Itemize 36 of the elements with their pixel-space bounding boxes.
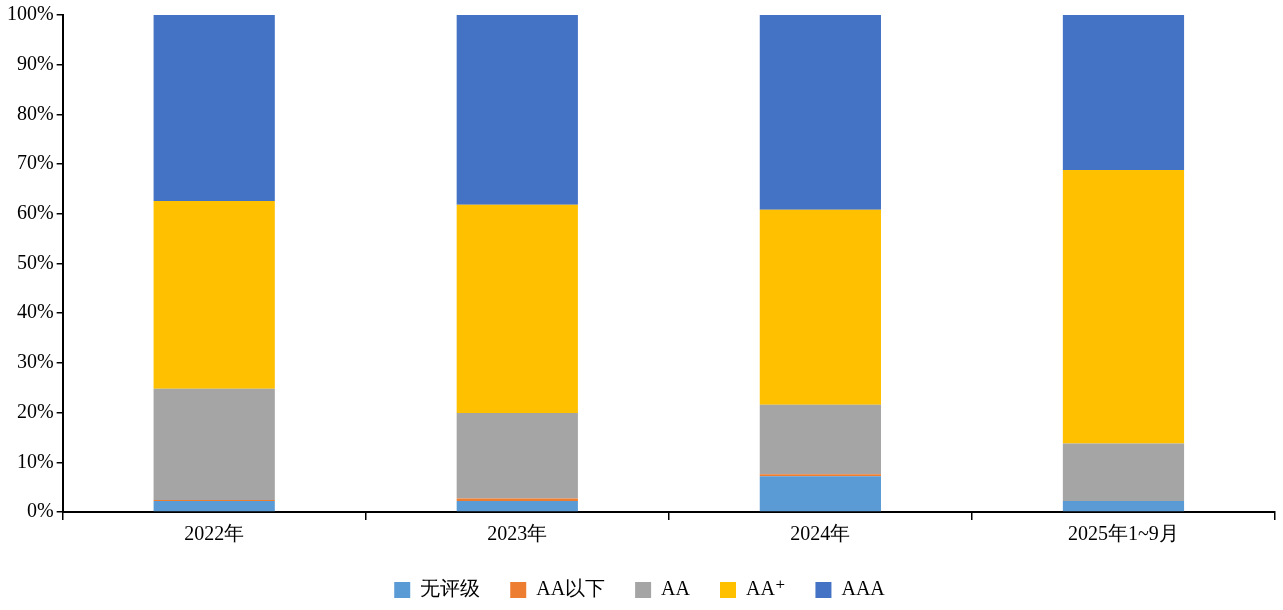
x-tick-label: 2023年 [487, 522, 548, 545]
x-tick-label: 2022年 [184, 522, 245, 545]
legend-label: 无评级 [420, 577, 481, 600]
bar [153, 501, 275, 512]
bar [1062, 443, 1185, 502]
legend-label: AA [661, 577, 691, 600]
bar [153, 388, 275, 501]
y-tick-label: 10% [16, 449, 54, 472]
y-tick-label: 40% [16, 300, 54, 323]
bar [456, 204, 578, 414]
bar [456, 15, 578, 205]
bar [1062, 501, 1185, 512]
bar [759, 404, 881, 475]
bar [153, 15, 275, 201]
y-tick-label: 30% [16, 350, 54, 373]
y-tick-label: 90% [16, 51, 54, 74]
legend-label: AAA [841, 577, 886, 600]
y-tick-label: 70% [16, 151, 54, 174]
y-tick-label: 80% [16, 101, 54, 124]
y-tick-label: 50% [16, 250, 54, 273]
legend-label: AA⁺ [746, 577, 786, 600]
x-tick-label: 2024年 [790, 522, 851, 545]
y-tick-label: 0% [26, 499, 54, 522]
bar [759, 15, 881, 210]
bar [759, 209, 881, 405]
y-tick-label: 100% [6, 2, 54, 25]
bar [456, 413, 578, 499]
bar [759, 476, 881, 512]
bar [1062, 15, 1185, 171]
bar [456, 501, 578, 512]
bar [1062, 170, 1185, 444]
y-tick-label: 20% [16, 399, 54, 422]
legend-label: AA以下 [536, 577, 606, 600]
y-tick-label: 60% [16, 201, 54, 224]
x-tick-label: 2025年1~9月 [1068, 522, 1179, 545]
bar [153, 200, 275, 389]
